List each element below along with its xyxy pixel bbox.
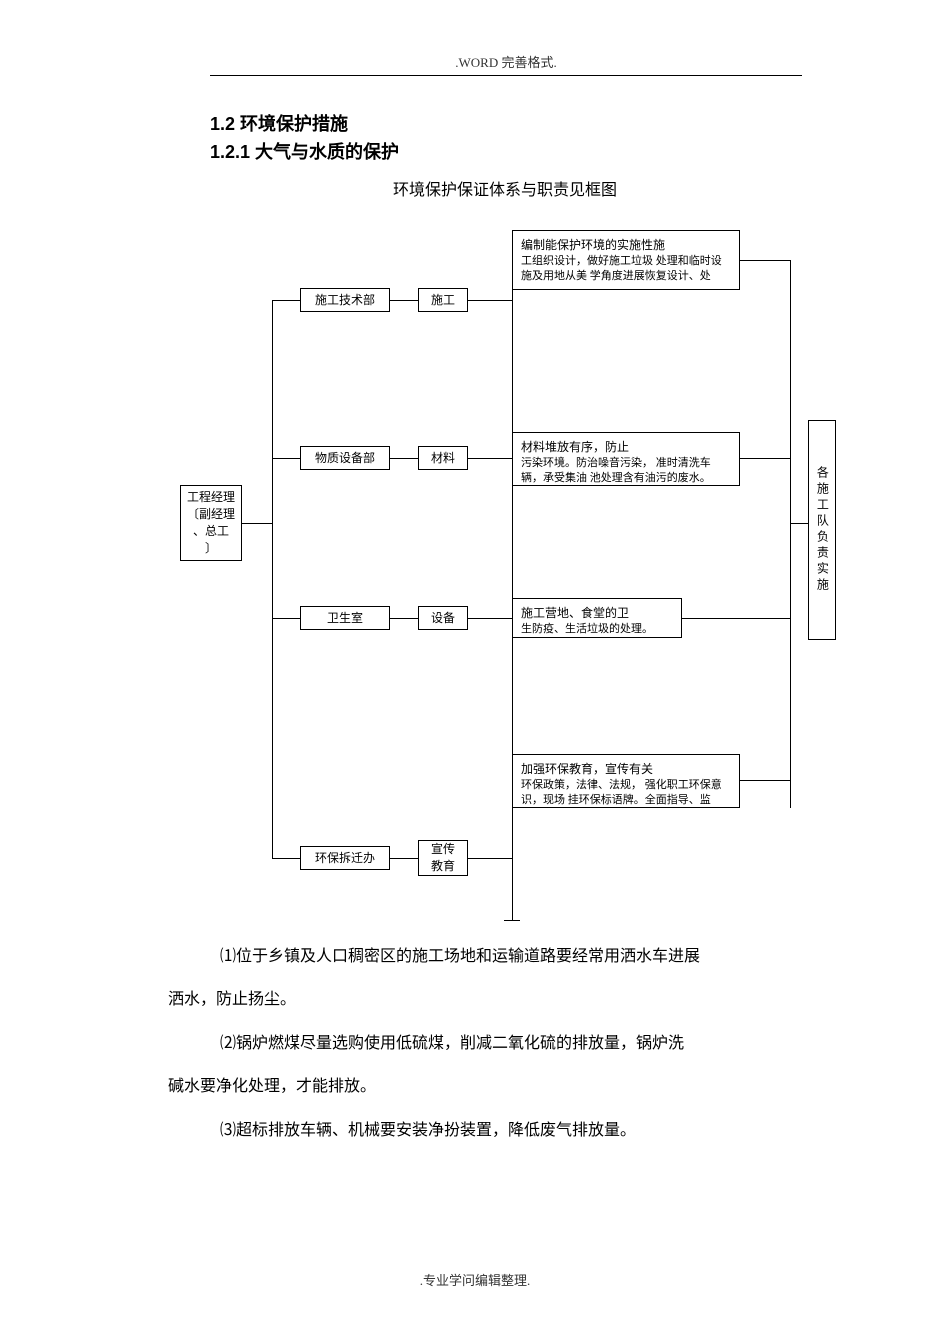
line-r2b xyxy=(390,458,418,459)
desc-box-3: 施工营地、食堂的卫 生防疫、生活垃圾的处理。 xyxy=(512,598,682,638)
line-r3c xyxy=(468,618,512,619)
line-trunk-right xyxy=(790,260,791,808)
line-d1-right xyxy=(740,260,790,261)
line-d4-right xyxy=(740,780,790,781)
line-r4b xyxy=(390,858,418,859)
p2-l1: ⑵锅炉燃煤尽量选购使用低硫煤，削减二氧化硫的排放量，锅炉洗 xyxy=(220,1035,684,1052)
line-r2a xyxy=(272,458,300,459)
p2-l2: 碱水要净化处理，才能排放。 xyxy=(168,1078,376,1095)
desc-box-1: 编制能保护环境的实施性施 工组织设计，做好施工垃圾 处理和临时设施及用地从美 学… xyxy=(512,230,740,290)
line-r4a xyxy=(272,858,300,859)
diagram-title: 环境保护保证体系与职责见框图 xyxy=(210,176,800,200)
desc-title-2: 材料堆放有序，防止 xyxy=(521,439,731,456)
line-d3-right xyxy=(682,618,790,619)
line-r1b xyxy=(390,300,418,301)
desc-box-4: 加强环保教育，宣传有关 环保政策，法律、法规， 强化职工环保意识，现场 挂环保标… xyxy=(512,754,740,808)
node-dept-2: 物质设备部 xyxy=(300,446,390,470)
p1-l1: ⑴位于乡镇及人口稠密区的施工场地和运输道路要经常用洒水车进展 xyxy=(220,948,700,965)
p1-l2: 洒水，防止扬尘。 xyxy=(168,991,296,1008)
line-trunk-left xyxy=(272,300,273,858)
desc-box-2: 材料堆放有序，防止 污染环境。防治噪音污染， 准时清洗车辆，承受集油 池处理含有… xyxy=(512,432,740,486)
heading-section: 1.2 环境保护措施 xyxy=(210,110,800,136)
line-r3a xyxy=(272,618,300,619)
node-mid-4: 宣传教育 xyxy=(418,840,468,876)
line-trunk-mid xyxy=(512,260,513,920)
heading-subsection: 1.2.1 大气与水质的保护 xyxy=(210,138,800,164)
node-dept-1: 施工技术部 xyxy=(300,288,390,312)
desc-title-4: 加强环保教育，宣传有关 xyxy=(521,761,731,778)
node-dept-3: 卫生室 xyxy=(300,606,390,630)
desc-body-3: 生防疫、生活垃圾的处理。 xyxy=(521,622,673,637)
paragraph-3: ⑶超标排放车辆、机械要安装净扮装置，降低废气排放量。 xyxy=(168,1109,798,1152)
node-team: 各施工队负责实施 xyxy=(808,420,836,640)
org-diagram: 工程经理〔副经理、总工〕 施工技术部 施工 物质设备部 材料 卫生室 设备 环保… xyxy=(0,210,950,930)
content-headings: 1.2 环境保护措施 1.2.1 大气与水质的保护 环境保护保证体系与职责见框图 xyxy=(210,110,800,200)
line-r3b xyxy=(390,618,418,619)
desc-body-2: 污染环境。防治噪音污染， 准时清洗车辆，承受集油 池处理含有油污的废水。 xyxy=(521,456,731,487)
page-footer: .专业学问编辑整理. xyxy=(0,1270,950,1289)
node-dept-4: 环保拆迁办 xyxy=(300,846,390,870)
desc-title-3: 施工营地、食堂的卫 xyxy=(521,605,673,622)
desc-title-1: 编制能保护环境的实施性施 xyxy=(521,237,731,254)
node-mid-1: 施工 xyxy=(418,288,468,312)
page-header: .WORD 完善格式. xyxy=(210,52,802,76)
p3: ⑶超标排放车辆、机械要安装净扮装置，降低废气排放量。 xyxy=(220,1122,636,1139)
paragraph-1: ⑴位于乡镇及人口稠密区的施工场地和运输道路要经常用洒水车进展 洒水，防止扬尘。 xyxy=(168,935,798,1021)
line-r2c xyxy=(468,458,512,459)
desc-body-4: 环保政策，法律、法规， 强化职工环保意识，现场 挂环保标语牌。全面指导、监 xyxy=(521,778,731,809)
line-midcap xyxy=(504,920,520,921)
desc-body-1: 工组织设计，做好施工垃圾 处理和临时设施及用地从美 学角度进展恢复设计、处 xyxy=(521,254,731,285)
line-manager-connect xyxy=(242,523,272,524)
paragraph-2: ⑵锅炉燃煤尽量选购使用低硫煤，削减二氧化硫的排放量，锅炉洗 碱水要净化处理，才能… xyxy=(168,1022,798,1108)
line-r4c xyxy=(468,858,512,859)
node-manager: 工程经理〔副经理、总工〕 xyxy=(180,485,242,561)
line-d2-right xyxy=(740,458,790,459)
node-mid-3: 设备 xyxy=(418,606,468,630)
line-r1a xyxy=(272,300,300,301)
line-r1c xyxy=(468,300,512,301)
line-team-connect xyxy=(790,523,808,524)
node-mid-2: 材料 xyxy=(418,446,468,470)
